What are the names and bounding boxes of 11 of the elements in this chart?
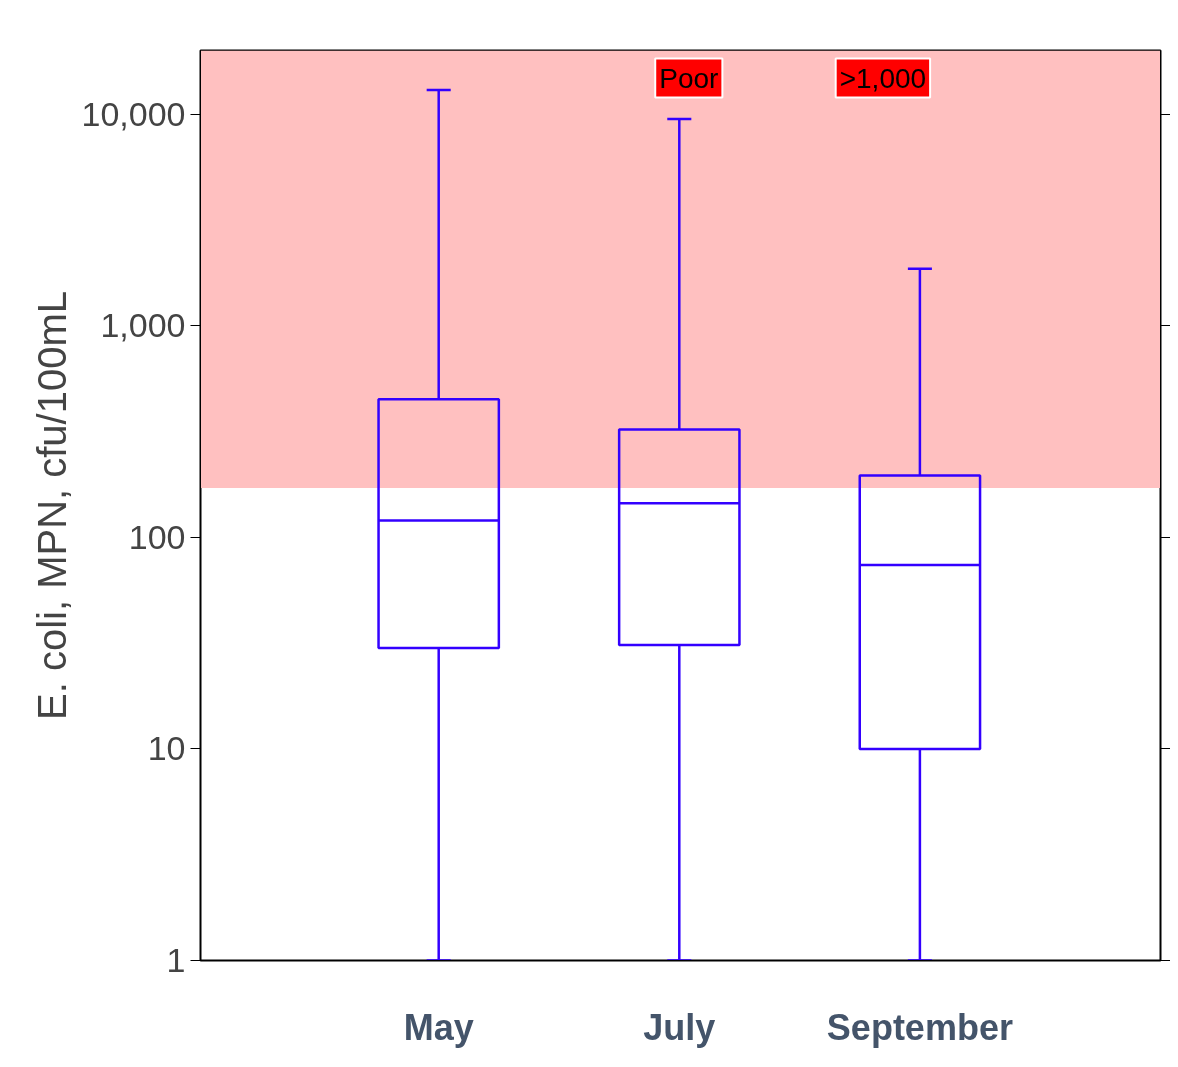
annotation: >1,000 xyxy=(839,62,927,94)
x-tick-label: July xyxy=(643,1006,716,1048)
y-axis-title: E. coli, MPN, cfu/100mL xyxy=(29,290,74,721)
y-tick-label: 10 xyxy=(147,729,186,768)
y-tick-label: 10,000 xyxy=(81,94,186,133)
y-tick-label: 1,000 xyxy=(100,306,186,345)
y-tick-label: 100 xyxy=(128,517,186,556)
annotation: Poor xyxy=(659,62,719,94)
x-tick-label: May xyxy=(403,1006,474,1048)
x-tick-label: September xyxy=(826,1006,1013,1048)
y-tick-label: 1 xyxy=(166,941,186,979)
